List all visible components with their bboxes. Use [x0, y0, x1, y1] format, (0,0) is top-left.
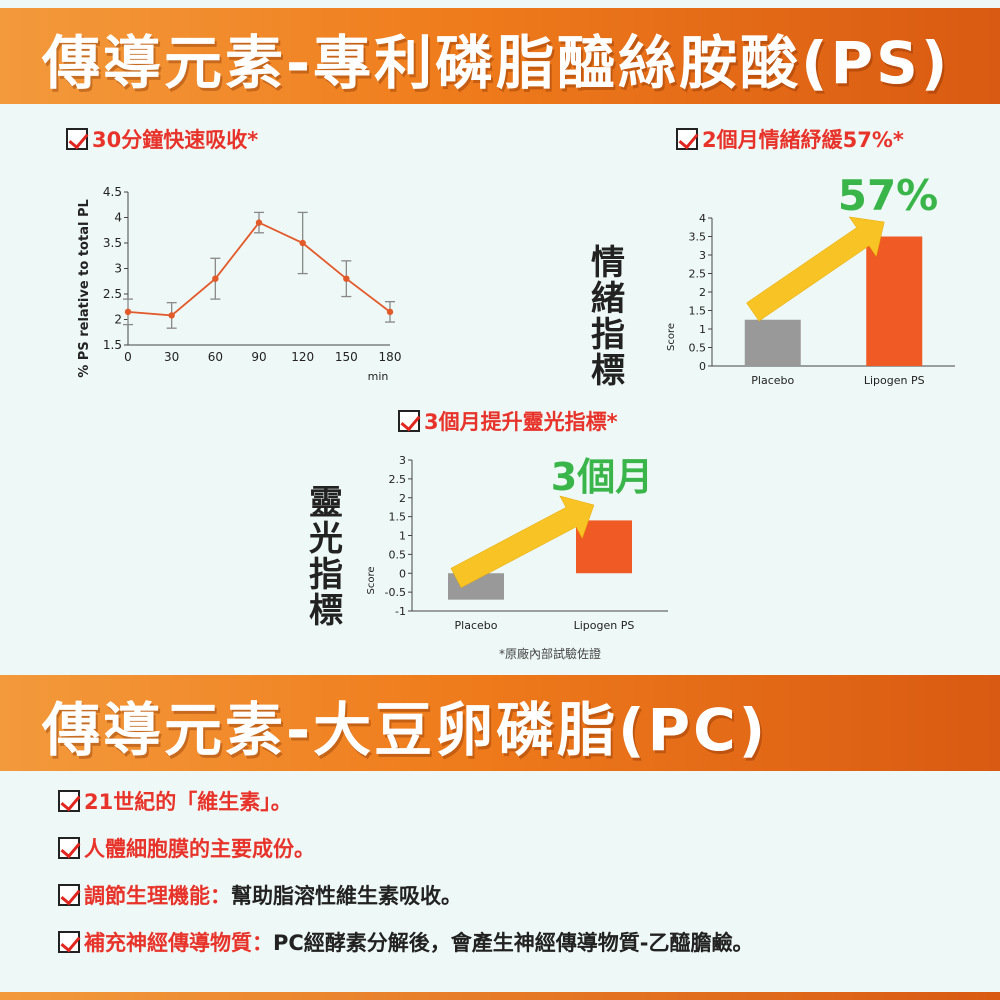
y-tick-label: 4: [114, 211, 122, 225]
data-point: [299, 239, 306, 247]
x-tick-label: 0: [124, 350, 132, 364]
spirit-bar-chart: -1 -0.5 0 0.5 1 1.5 2 2.5 3 Score Placebo Lipogen P…: [366, 454, 668, 632]
bar: [744, 319, 801, 366]
x-tick-label: 90: [251, 350, 266, 364]
bottom-strip: [0, 992, 1000, 1000]
trend-arrow-icon: [450, 495, 595, 589]
y-tick-label: 1.5: [103, 338, 122, 352]
list-item-red: 21世紀的「維生素」。: [84, 790, 292, 814]
checkbox-icon: [58, 790, 80, 812]
checkbox-icon: [398, 410, 420, 432]
x-tick-label: 150: [335, 350, 358, 364]
data-point: [386, 308, 394, 316]
bar: [866, 236, 923, 366]
list-item: 21世紀的「維生素」。: [58, 786, 292, 816]
y-tick-label: 2: [399, 492, 406, 505]
list-item-dark: 幫助脂溶性維生素吸收。: [231, 884, 462, 908]
checkbox-icon: [58, 884, 80, 906]
absorption-line-chart: 1.5 2 2.5 3 3.5 4 4.5 0 30 60 90 120 150 180 min % PS r…: [77, 185, 402, 383]
list-item: 調節生理機能： 幫助脂溶性維生素吸收。: [58, 880, 462, 910]
footnote: *原廠內部試驗佐證: [498, 647, 601, 661]
y-tick-label: 0.5: [689, 342, 707, 355]
y-tick-label: 4.5: [103, 185, 122, 199]
checkbox-icon: [58, 837, 80, 859]
x-axis-label: min: [368, 370, 389, 383]
mood-bar-chart: 0 0.5 1 1.5 2 2.5 3 3.5 4 Score Placebo Lipogen PS 5…: [666, 171, 955, 387]
x-tick-label: 120: [291, 350, 314, 364]
x-tick-label: Placebo: [455, 619, 498, 632]
x-tick-label: 30: [164, 350, 179, 364]
bottom-banner: 傳導元素-大豆卵磷脂(PC): [0, 675, 1000, 771]
x-tick-label: Placebo: [751, 374, 794, 387]
y-tick-label: 2.5: [103, 287, 122, 301]
series-line: [127, 221, 391, 317]
y-tick-label: 2.5: [389, 473, 407, 486]
checkbox-icon: [58, 931, 80, 953]
x-tick-label: 180: [379, 350, 402, 364]
data-point: [255, 219, 263, 226]
y-axis-label: % PS relative to total PL: [77, 199, 92, 378]
list-item: 補充神經傳導物質： PC經酵素分解後，會產生神經傳導物質-乙醯膽鹼。: [58, 927, 754, 957]
checkbox-icon: [676, 128, 698, 150]
score-axis-label: Score: [666, 323, 677, 351]
check-mood: 2個月情緒紓緩57%*: [676, 124, 904, 154]
y-tick-label: 1: [399, 530, 406, 543]
top-banner-title: 傳導元素-專利磷脂醯絲胺酸(PS): [42, 29, 951, 97]
bottom-banner-title: 傳導元素-大豆卵磷脂(PC): [42, 696, 769, 764]
x-tick-label: Lipogen PS: [864, 374, 925, 387]
y-tick-label: 4: [699, 212, 706, 225]
y-tick-label: 0: [699, 360, 706, 373]
y-tick-label: 0.5: [389, 548, 407, 561]
x-tick-label: 60: [208, 350, 223, 364]
y-tick-label: 2: [699, 286, 706, 299]
top-banner: 傳導元素-專利磷脂醯絲胺酸(PS): [0, 8, 1000, 104]
y-tick-label: -1: [395, 605, 406, 618]
x-tick-label: Lipogen PS: [574, 619, 635, 632]
list-item-red: 人體細胞膜的主要成份。: [84, 837, 315, 861]
data-point: [343, 275, 350, 282]
list-item-red: 補充神經傳導物質：: [84, 931, 273, 955]
check-mood-label: 2個月情緒紓緩57%*: [702, 128, 904, 152]
trend-arrow-icon: [746, 216, 885, 322]
y-tick-label: 1.5: [689, 305, 707, 318]
data-point: [124, 308, 132, 316]
mood-side-label: 情緒指標: [591, 243, 625, 391]
check-absorb-label: 30分鐘快速吸收*: [92, 128, 259, 152]
list-item-dark: PC經酵素分解後，會產生神經傳導物質-乙醯膽鹼。: [273, 931, 754, 955]
y-tick-label: 0: [399, 567, 406, 580]
callout-label: 3個月: [551, 455, 653, 499]
checkbox-icon: [66, 128, 88, 150]
score-axis-label: Score: [366, 566, 377, 594]
y-tick-label: 3.5: [689, 231, 707, 244]
y-tick-label: -0.5: [385, 586, 406, 599]
y-tick-label: 1: [699, 323, 706, 336]
check-spirit: 3個月提升靈光指標*: [398, 406, 618, 436]
y-tick-label: 2: [114, 313, 122, 327]
data-point: [168, 312, 175, 319]
spirit-side-label: 靈光指標: [309, 483, 343, 631]
y-tick-label: 2.5: [689, 268, 707, 281]
y-tick-label: 3: [399, 454, 406, 467]
check-absorb: 30分鐘快速吸收*: [66, 124, 258, 154]
y-tick-label: 3: [114, 262, 122, 276]
list-item-red: 調節生理機能：: [84, 884, 231, 908]
y-tick-label: 3: [699, 249, 706, 262]
list-item: 人體細胞膜的主要成份。: [58, 833, 315, 863]
y-tick-label: 1.5: [389, 511, 407, 524]
check-spirit-label: 3個月提升靈光指標*: [424, 410, 618, 434]
y-tick-label: 3.5: [103, 236, 122, 250]
data-point: [212, 275, 219, 282]
callout-label: 57%: [838, 171, 939, 220]
